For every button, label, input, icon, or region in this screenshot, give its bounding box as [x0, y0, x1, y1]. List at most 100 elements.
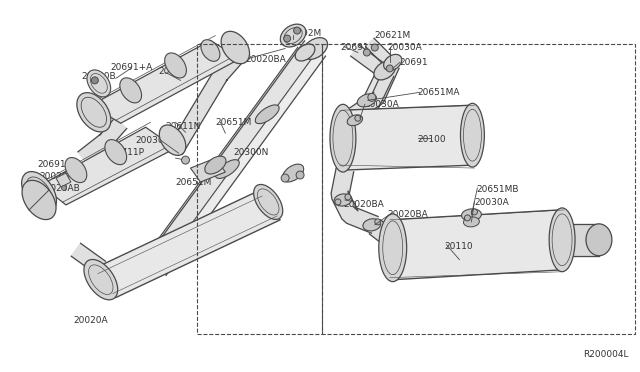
Text: 20691: 20691 — [37, 160, 66, 169]
Text: 20691: 20691 — [400, 58, 428, 67]
Circle shape — [472, 209, 477, 215]
Text: 20651MB: 20651MB — [476, 185, 519, 194]
Text: 20651M: 20651M — [175, 178, 212, 187]
Text: 20621M: 20621M — [375, 31, 411, 39]
Text: 20100: 20100 — [418, 135, 446, 144]
Bar — [322, 44, 635, 334]
Circle shape — [345, 194, 351, 200]
Ellipse shape — [22, 180, 56, 219]
Circle shape — [284, 35, 291, 42]
Circle shape — [371, 44, 378, 51]
Circle shape — [465, 215, 470, 221]
Text: 20110: 20110 — [445, 242, 473, 251]
Polygon shape — [359, 62, 399, 114]
Polygon shape — [41, 127, 175, 205]
Ellipse shape — [164, 53, 186, 78]
Text: 20651M: 20651M — [216, 118, 252, 127]
Ellipse shape — [65, 157, 87, 183]
Text: 20020BA: 20020BA — [245, 55, 286, 64]
Ellipse shape — [205, 156, 226, 174]
Ellipse shape — [22, 171, 56, 212]
Ellipse shape — [282, 164, 303, 182]
Text: 20300N: 20300N — [234, 148, 269, 157]
Ellipse shape — [216, 160, 239, 179]
Ellipse shape — [357, 94, 376, 107]
Circle shape — [182, 156, 189, 164]
Bar — [198, 44, 322, 334]
Ellipse shape — [460, 103, 484, 167]
Text: 20611N: 20611N — [166, 122, 201, 131]
Ellipse shape — [77, 93, 111, 132]
Text: 20020AB: 20020AB — [39, 184, 80, 193]
Ellipse shape — [84, 259, 118, 300]
Circle shape — [364, 49, 371, 56]
Polygon shape — [365, 38, 394, 67]
Polygon shape — [339, 109, 361, 132]
Circle shape — [355, 115, 361, 121]
Text: 20030AA: 20030AA — [136, 136, 177, 145]
Ellipse shape — [379, 214, 406, 282]
Polygon shape — [145, 41, 326, 275]
Polygon shape — [331, 168, 378, 233]
Ellipse shape — [330, 104, 356, 172]
Polygon shape — [138, 47, 312, 277]
Text: 20020A: 20020A — [73, 315, 108, 324]
Text: 20020B: 20020B — [81, 73, 116, 81]
Ellipse shape — [221, 31, 250, 64]
Circle shape — [368, 93, 376, 101]
Ellipse shape — [463, 217, 479, 227]
Ellipse shape — [586, 224, 612, 256]
Polygon shape — [91, 41, 240, 123]
Ellipse shape — [255, 105, 279, 124]
Polygon shape — [191, 158, 225, 182]
Ellipse shape — [201, 40, 220, 61]
Polygon shape — [340, 105, 474, 170]
Text: 20020BA: 20020BA — [388, 210, 429, 219]
Text: 20691: 20691 — [340, 42, 369, 52]
Text: R200004L: R200004L — [583, 350, 629, 359]
Ellipse shape — [461, 209, 481, 221]
Ellipse shape — [363, 219, 381, 231]
Text: 20030A: 20030A — [365, 100, 399, 109]
Text: 20711P: 20711P — [111, 148, 145, 157]
Polygon shape — [369, 220, 397, 247]
Circle shape — [296, 171, 304, 179]
Ellipse shape — [549, 208, 575, 272]
Ellipse shape — [374, 61, 396, 80]
Text: 20692M: 20692M — [285, 29, 321, 38]
Circle shape — [335, 199, 341, 205]
Ellipse shape — [87, 70, 111, 97]
Circle shape — [92, 77, 99, 84]
Circle shape — [61, 186, 67, 190]
Text: 20651MA: 20651MA — [418, 89, 460, 97]
Text: 20691+A: 20691+A — [111, 64, 153, 73]
Ellipse shape — [347, 115, 362, 126]
Circle shape — [281, 174, 289, 182]
Polygon shape — [351, 45, 389, 78]
Polygon shape — [169, 53, 241, 154]
Polygon shape — [562, 224, 599, 256]
Polygon shape — [350, 68, 394, 123]
Ellipse shape — [105, 140, 127, 165]
Polygon shape — [71, 243, 106, 274]
Text: 20020: 20020 — [159, 67, 187, 76]
Text: 20030A: 20030A — [474, 198, 509, 207]
Ellipse shape — [120, 78, 141, 103]
Ellipse shape — [253, 185, 283, 219]
Polygon shape — [56, 173, 71, 187]
Polygon shape — [96, 190, 280, 298]
Ellipse shape — [303, 38, 328, 60]
Circle shape — [387, 65, 393, 72]
Ellipse shape — [334, 194, 352, 206]
Ellipse shape — [280, 24, 306, 47]
Ellipse shape — [383, 54, 402, 71]
Ellipse shape — [159, 125, 186, 155]
Polygon shape — [78, 118, 127, 164]
Text: 20020AA: 20020AA — [39, 172, 80, 181]
Polygon shape — [390, 210, 564, 280]
Circle shape — [294, 27, 301, 34]
Text: 20020BA: 20020BA — [343, 200, 383, 209]
Text: 20030A: 20030A — [388, 42, 422, 52]
Circle shape — [375, 219, 381, 225]
Ellipse shape — [295, 44, 315, 61]
